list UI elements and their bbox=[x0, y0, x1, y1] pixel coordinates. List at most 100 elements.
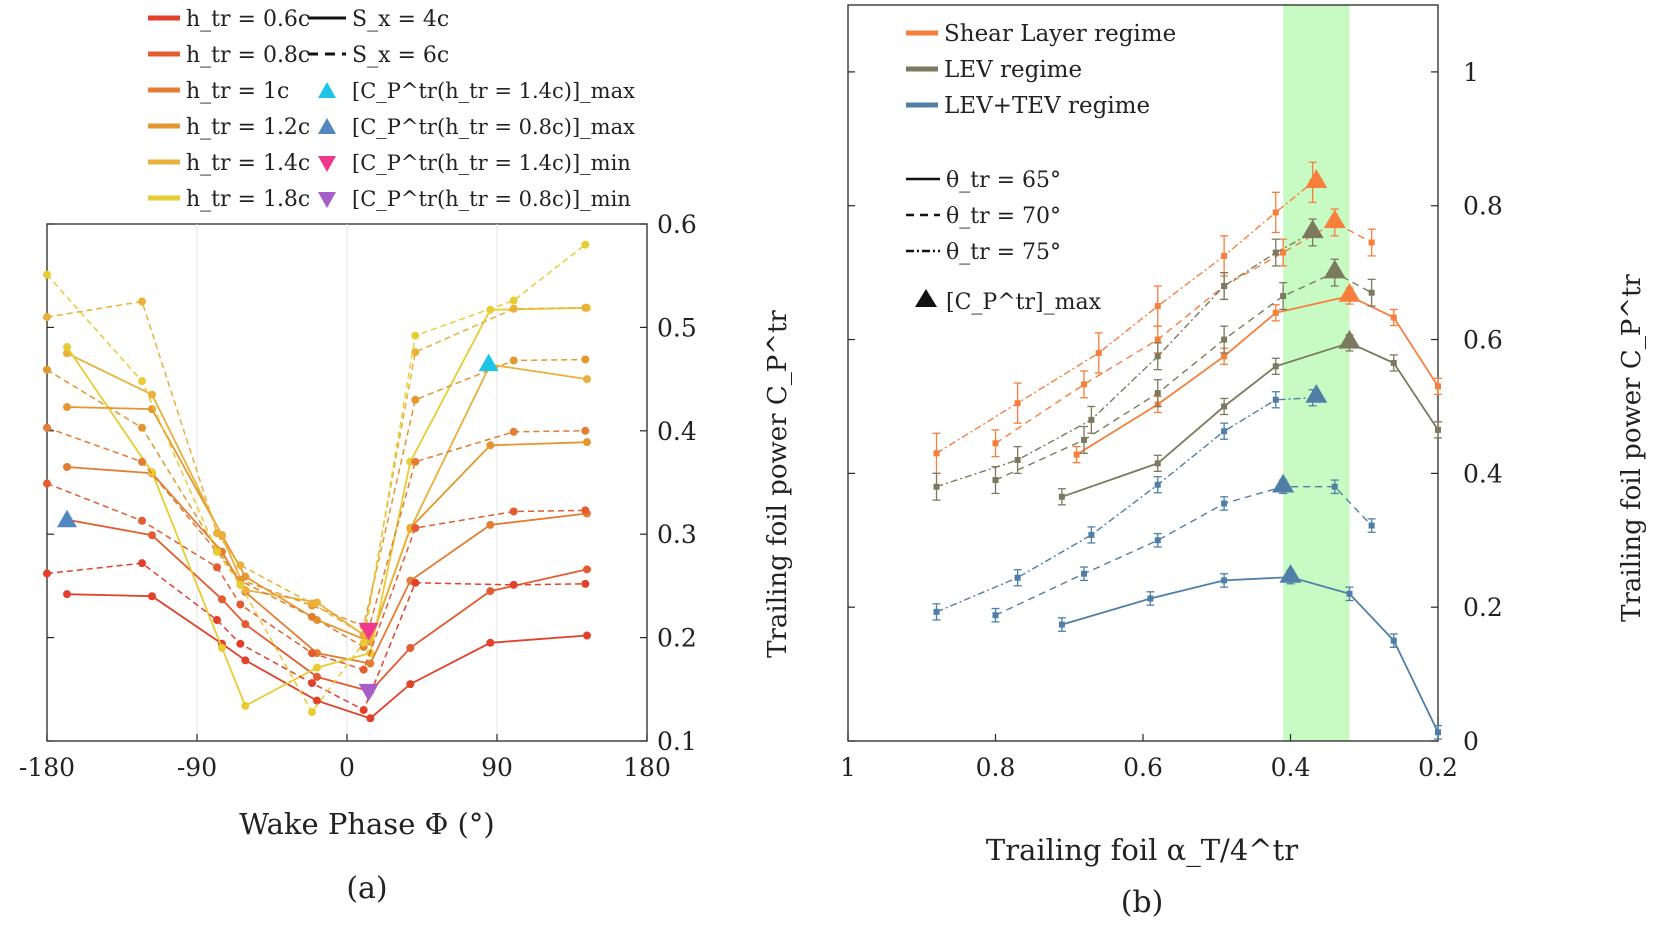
data-point bbox=[1280, 249, 1287, 256]
data-point bbox=[509, 356, 518, 365]
legend-h14-label: h_tr = 1.4c bbox=[186, 151, 310, 176]
extremum-marker bbox=[57, 509, 77, 528]
series-line bbox=[1061, 341, 1439, 498]
legend-lev-label: LEV regime bbox=[944, 57, 1082, 83]
panel-b-x-axis-label: Trailing foil α_T/4^tr bbox=[986, 833, 1298, 868]
data-point bbox=[1435, 729, 1441, 736]
max-marker bbox=[1338, 283, 1361, 302]
legend-cyan-triangle-icon bbox=[318, 82, 336, 98]
data-point bbox=[411, 578, 420, 587]
data-point bbox=[43, 479, 51, 488]
data-point bbox=[581, 506, 590, 515]
data-point bbox=[313, 696, 321, 705]
data-point bbox=[583, 565, 591, 574]
data-point bbox=[241, 620, 250, 629]
series-line bbox=[46, 426, 586, 649]
legend-theta65-label: θ_tr = 65° bbox=[946, 168, 1061, 193]
data-point bbox=[308, 599, 316, 608]
data-point bbox=[138, 423, 146, 432]
y-tick-label: 0.5 bbox=[657, 313, 697, 342]
y-tick-label: 0.1 bbox=[657, 727, 697, 756]
x-tick-label: 0.2 bbox=[1418, 753, 1458, 782]
data-point bbox=[148, 531, 156, 540]
y-tick-label: 0.6 bbox=[1463, 326, 1503, 355]
data-point bbox=[583, 631, 591, 640]
data-point bbox=[1221, 283, 1228, 290]
data-point bbox=[218, 643, 226, 652]
data-point bbox=[43, 423, 51, 432]
panel-a-series bbox=[43, 240, 591, 723]
data-point bbox=[411, 331, 420, 340]
legend-max-marker: [C_P^tr]_max bbox=[915, 289, 1102, 315]
data-point bbox=[213, 547, 221, 556]
data-point bbox=[138, 516, 146, 525]
data-point bbox=[1346, 590, 1353, 597]
x-tick-label: 0 bbox=[339, 753, 355, 782]
data-point bbox=[148, 592, 156, 601]
data-point bbox=[581, 355, 590, 364]
legend-h08: h_tr = 0.8c bbox=[148, 43, 310, 68]
data-point bbox=[933, 608, 940, 615]
data-point bbox=[1014, 574, 1021, 581]
data-point bbox=[308, 649, 316, 658]
data-point bbox=[1368, 522, 1375, 529]
data-point bbox=[992, 440, 999, 447]
panel-a-markers bbox=[57, 353, 499, 702]
panel-b-markers bbox=[1272, 169, 1361, 583]
data-point bbox=[992, 477, 999, 484]
data-point bbox=[359, 705, 368, 714]
data-point bbox=[63, 462, 71, 471]
data-point bbox=[486, 441, 495, 450]
data-point bbox=[411, 348, 420, 357]
legend-h06-label: h_tr = 0.6c bbox=[186, 7, 310, 32]
legend-theta75: θ_tr = 75° bbox=[906, 240, 1061, 265]
series bbox=[43, 479, 590, 674]
data-point bbox=[63, 343, 71, 352]
y-tick-label: 0.2 bbox=[1463, 593, 1503, 622]
extremum-marker bbox=[478, 353, 499, 372]
data-point bbox=[406, 643, 415, 652]
data-point bbox=[1095, 349, 1102, 356]
data-point bbox=[43, 270, 51, 279]
data-point bbox=[933, 483, 940, 490]
series bbox=[63, 515, 591, 696]
max-marker bbox=[1323, 259, 1346, 279]
extremum-marker bbox=[358, 683, 379, 702]
data-point bbox=[1368, 239, 1375, 246]
max-marker bbox=[1279, 564, 1302, 583]
optimal-band-highlight bbox=[1283, 5, 1350, 741]
panel-b-label: (b) bbox=[1121, 885, 1164, 920]
series bbox=[43, 559, 590, 714]
series bbox=[63, 303, 591, 710]
legend-sx6: S_x = 6c bbox=[308, 43, 449, 68]
panel-b-y-ticks: 0 0.2 0.4 0.6 0.8 1 bbox=[848, 58, 1503, 756]
data-point bbox=[1058, 493, 1065, 500]
data-point bbox=[509, 580, 518, 589]
series bbox=[1057, 569, 1442, 740]
data-point bbox=[366, 659, 375, 668]
data-point bbox=[1154, 303, 1161, 310]
panel-b: 1 0.8 0.6 0.4 0.2 00.20.40.60.81 Trailing fo… bbox=[840, 4, 1647, 920]
series-line bbox=[66, 593, 588, 720]
data-point bbox=[359, 638, 368, 647]
max-marker bbox=[1272, 473, 1295, 493]
panel-a-y-ticks: 0.1 0.2 0.3 0.4 0.5 0.6 bbox=[47, 210, 697, 756]
legend-lev: LEV regime bbox=[906, 57, 1082, 83]
data-point bbox=[308, 612, 316, 621]
x-tick-label: 1 bbox=[840, 753, 856, 782]
data-point bbox=[148, 468, 156, 477]
data-point bbox=[63, 590, 71, 599]
data-point bbox=[313, 663, 321, 672]
series bbox=[991, 479, 1376, 623]
data-point bbox=[1435, 426, 1441, 433]
panel-a-legend: h_tr = 0.6c h_tr = 0.8c h_tr = 1c h_tr =… bbox=[148, 7, 635, 212]
data-point bbox=[1390, 359, 1397, 366]
data-point bbox=[486, 587, 495, 596]
x-tick-label: 0.8 bbox=[976, 753, 1016, 782]
y-tick-label: 0.2 bbox=[657, 624, 697, 653]
data-point bbox=[1014, 456, 1021, 463]
data-point bbox=[1081, 436, 1087, 443]
legend-shear: Shear Layer regime bbox=[906, 21, 1176, 47]
data-point bbox=[308, 708, 316, 717]
